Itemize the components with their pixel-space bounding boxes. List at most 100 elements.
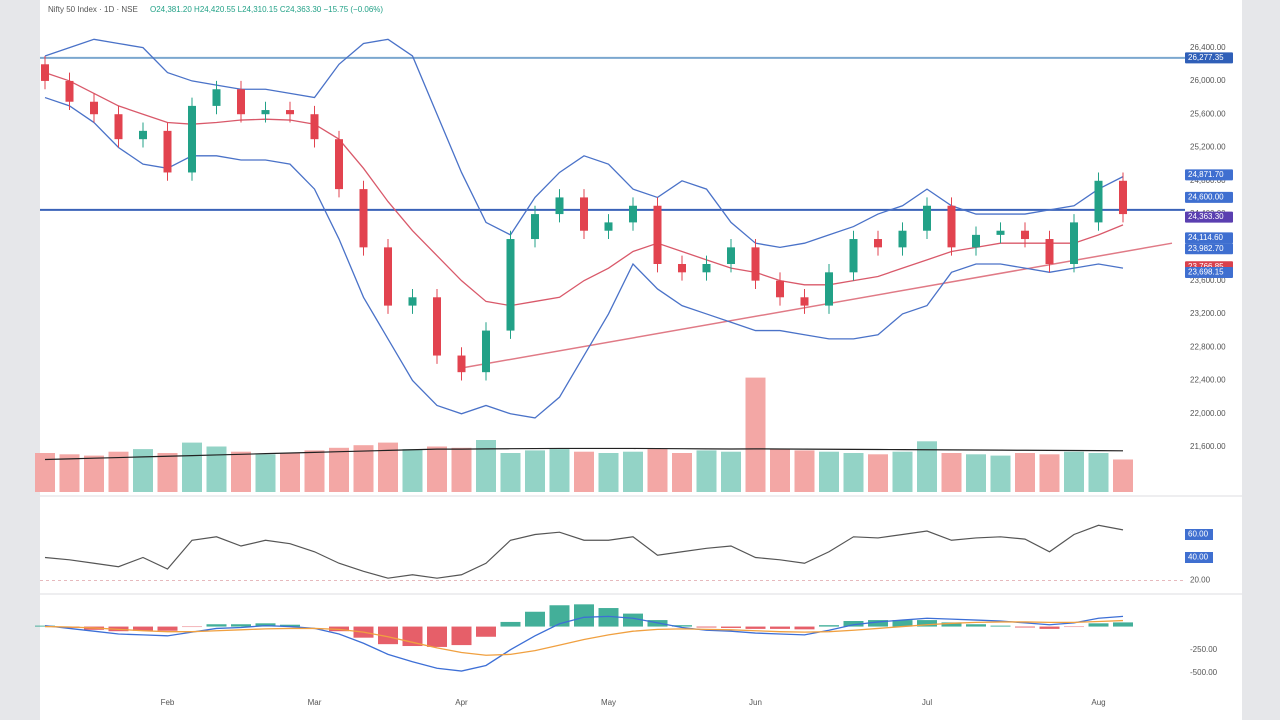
- volume-bar: [794, 450, 815, 492]
- volume-bar: [990, 455, 1011, 492]
- price-label-box: [1185, 52, 1233, 64]
- candle-body: [776, 280, 784, 298]
- y-tick-label: 25,200.00: [1190, 143, 1226, 152]
- volume-bar: [329, 447, 349, 492]
- volume-bar: [402, 449, 423, 492]
- macd-histogram-bar: [843, 621, 864, 627]
- macd-histogram-bar: [1039, 626, 1060, 629]
- price-label-box: [1185, 232, 1233, 244]
- candle-body: [874, 239, 882, 248]
- macd-histogram-bar: [1088, 623, 1109, 627]
- macd-histogram-bar: [598, 608, 619, 627]
- candle-body: [947, 205, 956, 248]
- volume-bar: [770, 449, 790, 492]
- candle-body: [1119, 180, 1127, 215]
- candle-body: [408, 297, 417, 306]
- volume-bar: [1039, 454, 1060, 492]
- level-label: 60.00: [1188, 530, 1209, 539]
- candle-body: [1045, 239, 1054, 264]
- macd-histogram-bar: [231, 624, 251, 627]
- candle-body: [1094, 180, 1103, 223]
- volume-bar: [623, 451, 643, 492]
- volume-bar: [647, 449, 668, 492]
- x-tick-label: May: [601, 698, 616, 707]
- candle-body: [286, 110, 294, 115]
- price-label: 24,114.60: [1188, 233, 1224, 242]
- price-label: 24,600.00: [1188, 193, 1224, 202]
- candle-body: [1021, 230, 1029, 240]
- volume-bar: [1113, 459, 1133, 492]
- chart-title: Nifty 50 Index · 1D · NSE: [48, 5, 138, 14]
- y-tick-label: 22,800.00: [1190, 342, 1226, 351]
- y-tick-label: 25,600.00: [1190, 109, 1226, 118]
- candle-body: [1070, 222, 1078, 264]
- volume-bar: [108, 451, 129, 492]
- candle-body: [923, 205, 931, 231]
- price-label-box: [1185, 266, 1233, 278]
- macd-histogram-bar: [255, 623, 276, 627]
- y-tick-label: 23,200.00: [1190, 309, 1226, 318]
- macd-histogram-bar: [206, 624, 227, 627]
- candle-body: [604, 222, 613, 231]
- macd-histogram-bar: [549, 605, 570, 627]
- macd-histogram-bar: [672, 625, 692, 627]
- macd-histogram-bar: [427, 626, 447, 647]
- candle-body: [678, 264, 686, 273]
- volume-bar: [157, 453, 178, 492]
- volume-bar: [721, 451, 741, 492]
- price-label: 26,277.35: [1188, 53, 1224, 62]
- volume-bar: [476, 440, 496, 492]
- candle-body: [261, 110, 270, 115]
- candle-body: [65, 80, 74, 102]
- bollinger-lower: [44, 96, 1124, 419]
- candle-body: [139, 130, 147, 140]
- x-tick-label: Feb: [161, 698, 175, 707]
- chart-panel: [40, 0, 1242, 720]
- candle-body: [114, 114, 123, 140]
- candle-body: [212, 89, 221, 106]
- volume-bar: [1064, 451, 1084, 492]
- candle-body: [580, 197, 588, 231]
- candle-body: [555, 197, 564, 215]
- macd-histogram-bar: [696, 626, 717, 628]
- rsi-line: [44, 524, 1124, 579]
- macd-histogram-bar: [819, 625, 839, 627]
- volume-bar: [525, 450, 545, 492]
- candle-body: [188, 105, 196, 173]
- macd-histogram-bar: [868, 620, 888, 627]
- price-label: 24,363.30: [1188, 212, 1224, 221]
- volume-bar: [451, 447, 472, 492]
- volume-bar: [35, 453, 55, 492]
- candle-body: [849, 239, 858, 273]
- candle-body: [751, 247, 760, 281]
- price-label: 23,698.15: [1188, 268, 1224, 277]
- trend-line: [461, 242, 1173, 369]
- volume-bar: [696, 450, 717, 492]
- volume-bar: [843, 453, 864, 492]
- volume-bar: [549, 449, 570, 492]
- volume-average: [44, 447, 1124, 461]
- y-tick-label: -250.00: [1190, 645, 1218, 654]
- macd-histogram-bar: [721, 626, 741, 628]
- y-tick-label: 20.00: [1190, 576, 1211, 585]
- volume-bar: [304, 450, 325, 492]
- macd-histogram-bar: [990, 625, 1011, 627]
- macd-histogram-bar: [1015, 626, 1035, 628]
- volume-bar: [182, 442, 202, 492]
- candle-body: [433, 297, 441, 356]
- macd-histogram-bar: [892, 620, 913, 627]
- volume-bar: [84, 455, 104, 492]
- volume-bar: [819, 451, 839, 492]
- candle-body: [237, 89, 245, 115]
- volume-bar: [378, 442, 398, 492]
- macd-line: [44, 615, 1124, 672]
- macd-histogram-bar: [476, 626, 496, 637]
- price-label: 23,766.85: [1188, 262, 1224, 271]
- volume-bar: [966, 454, 986, 492]
- volume-bar: [598, 453, 619, 492]
- macd-histogram-bar: [280, 624, 300, 627]
- macd-histogram-bar: [378, 626, 398, 645]
- level-label-box: [1185, 529, 1213, 540]
